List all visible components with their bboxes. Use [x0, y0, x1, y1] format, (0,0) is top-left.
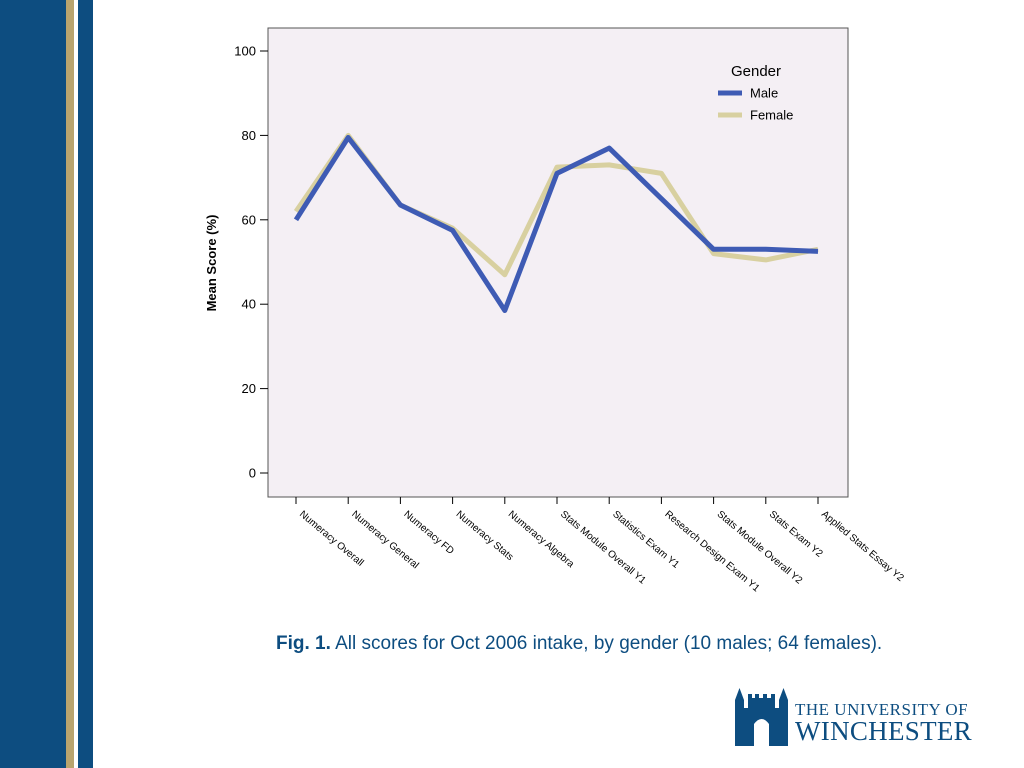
y-tick-label: 20	[242, 381, 256, 396]
y-tick-label: 40	[242, 297, 256, 312]
x-tick-label: Stats Module Overall Y1	[558, 509, 648, 587]
y-axis-title: Mean Score (%)	[204, 215, 219, 312]
left-gold-stripe	[66, 0, 74, 768]
caption-label: Fig. 1.	[276, 633, 331, 654]
series-line-male	[293, 135, 819, 313]
legend-label-female: Female	[750, 108, 793, 123]
logo-text-line1: THE UNIVERSITY OF	[795, 700, 969, 719]
legend: Gender Male Female	[718, 63, 793, 123]
x-tick-label: Stats Module Overall Y2	[715, 509, 805, 587]
university-logo: THE UNIVERSITY OF WINCHESTER	[733, 678, 1001, 748]
legend-label-male: Male	[750, 86, 778, 101]
y-tick-label: 100	[234, 44, 256, 59]
legend-title: Gender	[731, 63, 781, 80]
left-frame-band	[0, 0, 66, 768]
x-tick-label: Research Design Exam Y1	[662, 509, 761, 595]
series-layer	[293, 132, 819, 313]
plot-area	[267, 27, 849, 498]
left-white-stripe	[74, 0, 78, 768]
y-axis: 0 20 40 60 80 100	[234, 44, 268, 481]
caption-text: All scores for Oct 2006 intake, by gende…	[330, 633, 883, 654]
y-tick-label: 0	[249, 466, 256, 481]
left-blue-stripe	[78, 0, 93, 768]
x-tick-label: Numeracy FD	[401, 509, 455, 557]
x-tick-label: Applied Stats Essay Y2	[819, 509, 906, 584]
y-tick-label: 60	[242, 212, 256, 227]
cathedral-logo-icon	[735, 688, 788, 746]
logo-text-line2: WINCHESTER	[795, 716, 972, 746]
y-tick-label: 80	[242, 128, 256, 143]
figure-caption: Fig. 1. All scores for Oct 2006 intake, …	[276, 630, 886, 657]
x-tick-label: Stats Exam Y2	[767, 509, 825, 560]
